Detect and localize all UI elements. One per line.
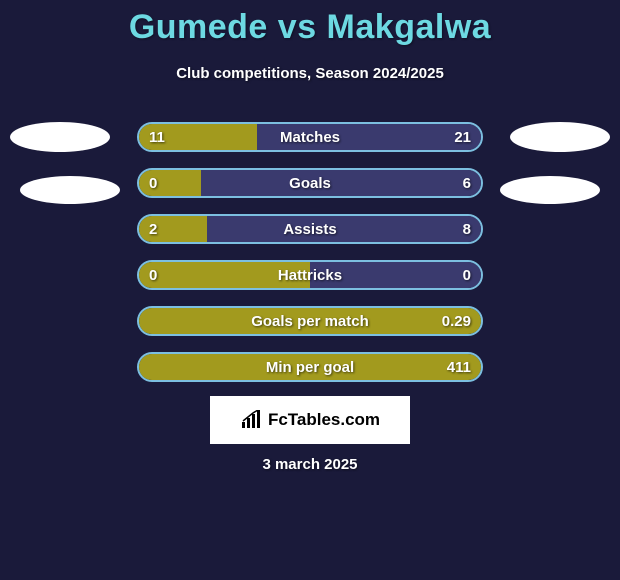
stat-bars: 1121Matches06Goals28Assists00Hattricks0.… <box>137 122 483 398</box>
stat-row: 411Min per goal <box>137 352 483 382</box>
bar-fill-left <box>139 262 310 288</box>
stat-value-left: 0 <box>149 262 157 288</box>
bar-fill-left <box>139 354 481 380</box>
stat-value-left: 2 <box>149 216 157 242</box>
player-right-avatar-2 <box>500 176 600 204</box>
stat-value-left: 11 <box>149 124 165 150</box>
stat-row: 00Hattricks <box>137 260 483 290</box>
stat-value-right: 6 <box>463 170 471 196</box>
stat-value-right: 21 <box>454 124 471 150</box>
bar-fill-right <box>310 262 481 288</box>
subtitle: Club competitions, Season 2024/2025 <box>0 65 620 82</box>
comparison-card: Gumede vs Makgalwa Club competitions, Se… <box>0 0 620 580</box>
stat-value-right: 411 <box>447 354 471 380</box>
stat-row: 06Goals <box>137 168 483 198</box>
badge-text: FcTables.com <box>268 410 380 430</box>
stat-value-right: 0 <box>463 262 471 288</box>
stat-row: 0.29Goals per match <box>137 306 483 336</box>
source-badge[interactable]: FcTables.com <box>210 396 410 444</box>
player-left-avatar-2 <box>20 176 120 204</box>
stat-row: 28Assists <box>137 214 483 244</box>
player-left-avatar-1 <box>10 122 110 152</box>
bar-fill-left <box>139 308 481 334</box>
stat-value-right: 8 <box>463 216 471 242</box>
page-title: Gumede vs Makgalwa <box>0 0 620 47</box>
stat-row: 1121Matches <box>137 122 483 152</box>
bar-fill-right <box>257 124 481 150</box>
bar-fill-right <box>201 170 481 196</box>
date-label: 3 march 2025 <box>0 456 620 473</box>
chart-icon <box>240 410 264 430</box>
bar-fill-right <box>207 216 481 242</box>
stat-value-left: 0 <box>149 170 157 196</box>
player-right-avatar-1 <box>510 122 610 152</box>
stat-value-right: 0.29 <box>442 308 471 334</box>
